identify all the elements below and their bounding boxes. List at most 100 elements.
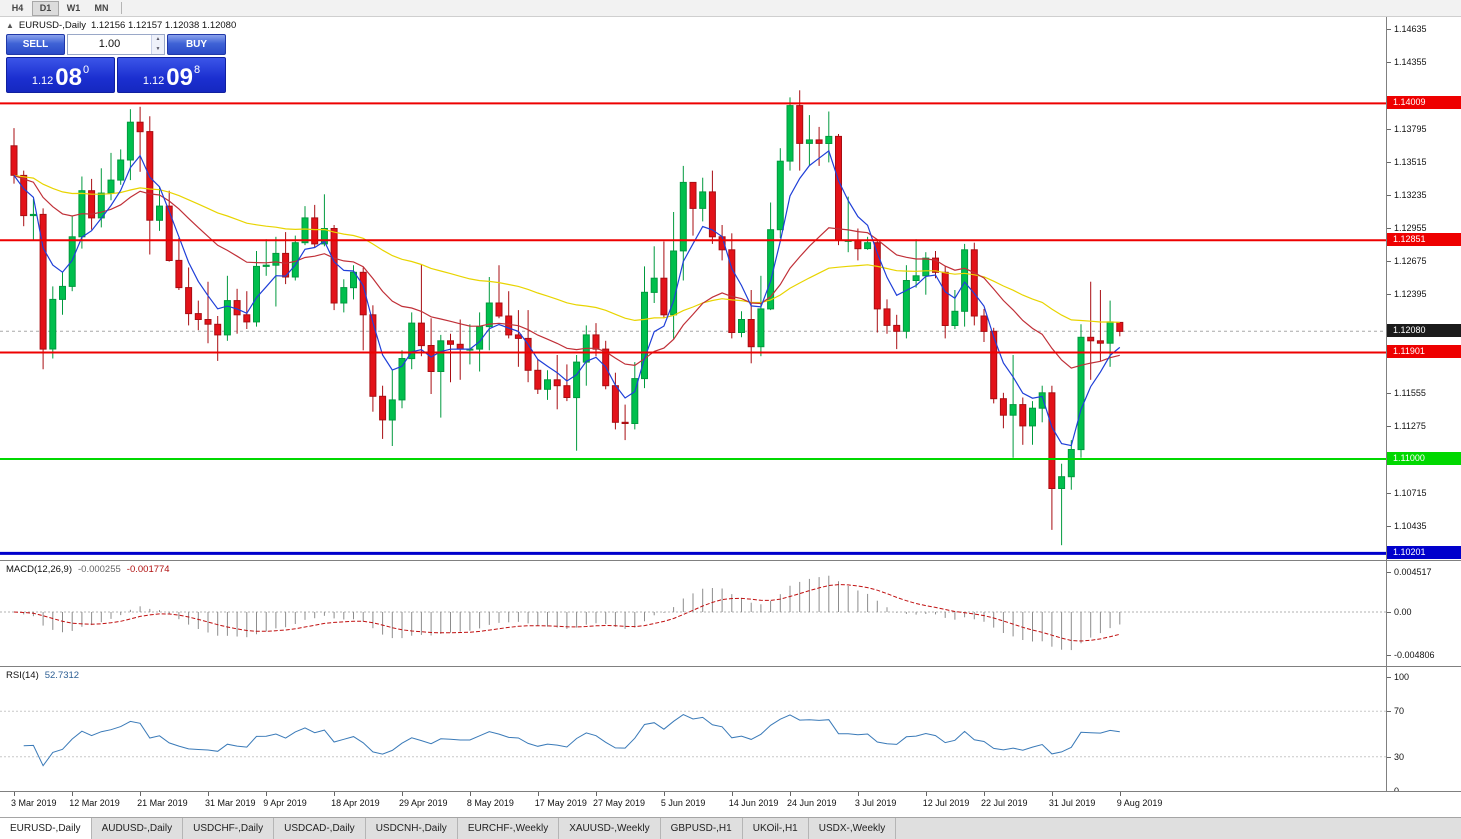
level-price-badge: 1.11000 xyxy=(1387,451,1461,465)
time-axis-label: 31 Mar 2019 xyxy=(205,798,256,808)
time-axis-label: 24 Jun 2019 xyxy=(787,798,837,808)
macd-axis-tick: -0.004806 xyxy=(1387,650,1435,660)
time-axis-tick xyxy=(14,792,15,796)
time-axis-label: 29 Apr 2019 xyxy=(399,798,448,808)
volume-input[interactable]: 1.00 ▲ ▼ xyxy=(67,34,165,55)
time-axis-label: 9 Apr 2019 xyxy=(263,798,307,808)
price-axis-tick: 1.12395 xyxy=(1387,289,1427,299)
volume-decrease-button[interactable]: ▼ xyxy=(152,44,164,54)
price-axis-tick: 1.12955 xyxy=(1387,223,1427,233)
price-axis-tick: 1.14635 xyxy=(1387,24,1427,34)
timeframe-button-d1[interactable]: D1 xyxy=(32,0,59,16)
current-price-badge: 1.12080 xyxy=(1387,324,1461,338)
chart-tab-eurchf-weekly[interactable]: EURCHF-,Weekly xyxy=(457,818,560,839)
candlestick-series xyxy=(10,90,1124,546)
macd-name: MACD(12,26,9) xyxy=(6,564,72,575)
time-axis-tick xyxy=(925,792,927,796)
rsi-axis-tick: 30 xyxy=(1387,752,1404,762)
rsi-header: RSI(14) 52.7312 xyxy=(6,670,79,681)
ma-55-line xyxy=(13,174,1120,323)
time-axis-label: 3 Jul 2019 xyxy=(854,798,897,808)
time-axis-label: 5 Jun 2019 xyxy=(660,798,706,808)
price-axis-tick: 1.10715 xyxy=(1387,488,1427,498)
time-axis-label: 22 Jul 2019 xyxy=(981,798,1028,808)
time-axis-tick xyxy=(984,792,985,796)
time-axis-tick xyxy=(402,792,403,796)
price-chart-panel[interactable]: ▲ EURUSD-,Daily 1.12156 1.12157 1.12038 … xyxy=(0,17,1461,560)
price-axis[interactable]: 1.14635 1.14355 1.13795 1.13515 1.13235 1.129… xyxy=(1386,17,1461,560)
one-click-trading-panel: SELL 1.00 ▲ ▼ BUY 1.12 08 0 1.12 xyxy=(6,34,226,93)
price-axis-tick: 1.13795 xyxy=(1387,124,1427,134)
time-axis-label: 31 Jul 2019 xyxy=(1048,798,1096,808)
sell-price-pipette: 0 xyxy=(83,64,90,76)
timeframe-button-mn[interactable]: MN xyxy=(88,1,115,16)
macd-canvas xyxy=(0,575,1386,651)
time-axis-label: 17 May 2019 xyxy=(534,798,587,808)
time-axis-tick xyxy=(663,792,665,796)
time-axis-label: 21 Mar 2019 xyxy=(137,798,188,808)
chart-header: ▲ EURUSD-,Daily 1.12156 1.12157 1.12038 … xyxy=(6,20,236,31)
rsi-axis: 10070300 xyxy=(1386,667,1461,796)
macd-main-value: -0.000255 xyxy=(78,564,121,575)
chart-tab-gbpusd-h1[interactable]: GBPUSD-,H1 xyxy=(660,818,743,839)
time-axis-tick xyxy=(334,792,336,796)
chart-tab-usdcad-daily[interactable]: USDCAD-,Daily xyxy=(274,818,366,839)
chart-title: EURUSD-,Daily xyxy=(18,20,86,31)
time-axis[interactable]: 3 Mar 2019 12 Mar 2019 21 Mar 2019 31 Mar 2… xyxy=(0,791,1461,817)
chart-ohlc-values: 1.12156 1.12157 1.12038 1.12080 xyxy=(90,20,237,31)
macd-signal-line xyxy=(13,584,1120,642)
chart-tab-ukoil-h1[interactable]: UKOil-,H1 xyxy=(742,818,809,839)
time-axis-tick xyxy=(731,792,733,796)
time-axis-tick xyxy=(790,792,791,796)
time-axis-label: 3 Mar 2019 xyxy=(11,798,57,808)
macd-axis-tick: 0.004517 xyxy=(1387,567,1432,577)
chart-tab-eurusd-daily[interactable]: EURUSD-,Daily xyxy=(0,818,92,839)
chart-tab-audusd-daily[interactable]: AUDUSD-,Daily xyxy=(91,818,184,839)
price-chart-canvas[interactable] xyxy=(0,17,1386,560)
sell-price-big-digits: 08 xyxy=(55,64,82,91)
ma-21-line xyxy=(13,174,1120,369)
level-price-badge: 1.12851 xyxy=(1387,233,1461,247)
rsi-axis-tick: 100 xyxy=(1387,672,1409,682)
time-axis-tick xyxy=(537,792,539,796)
one-click-collapse-button[interactable]: ▲ xyxy=(6,21,14,30)
rsi-indicator-panel[interactable]: RSI(14) 52.7312 10070300 xyxy=(0,666,1461,796)
chart-tab-usdx-weekly[interactable]: USDX-,Weekly xyxy=(808,818,897,839)
timeframe-button-h4[interactable]: H4 xyxy=(4,1,31,16)
price-axis-tick: 1.12675 xyxy=(1387,256,1427,266)
macd-axis: 0.004517 0.00 -0.004806 xyxy=(1386,561,1461,666)
time-axis-tick xyxy=(1119,792,1121,796)
buy-price-display[interactable]: 1.12 09 8 xyxy=(117,57,226,93)
buy-button[interactable]: BUY xyxy=(167,34,226,55)
rsi-canvas xyxy=(0,710,1386,767)
time-axis-label: 12 Jul 2019 xyxy=(922,798,970,808)
toolbar-separator xyxy=(121,2,122,14)
macd-indicator-panel[interactable]: MACD(12,26,9) -0.000255 -0.001774 0.0045… xyxy=(0,560,1461,666)
time-axis-label: 9 Aug 2019 xyxy=(1116,798,1163,808)
chart-tab-usdcnh-daily[interactable]: USDCNH-,Daily xyxy=(365,818,458,839)
time-axis-tick xyxy=(1051,792,1053,796)
timeframe-button-w1[interactable]: W1 xyxy=(60,1,87,16)
volume-value[interactable]: 1.00 xyxy=(98,38,121,50)
chart-tab-usdchf-daily[interactable]: USDCHF-,Daily xyxy=(183,818,275,839)
time-axis-tick xyxy=(208,792,209,796)
price-axis-tick: 1.14355 xyxy=(1387,57,1427,67)
rsi-value: 52.7312 xyxy=(44,670,80,681)
sell-price-prefix: 1.12 xyxy=(31,75,54,87)
time-axis-label: 14 Jun 2019 xyxy=(728,798,779,808)
level-price-badge: 1.11901 xyxy=(1387,345,1461,359)
time-axis-tick xyxy=(140,792,142,796)
price-axis-tick: 1.13515 xyxy=(1387,157,1427,167)
level-price-badge: 1.10201 xyxy=(1387,546,1461,560)
chart-tab-xauusd-weekly[interactable]: XAUUSD-,Weekly xyxy=(559,818,661,839)
ma-5-line xyxy=(13,149,1121,447)
buy-price-pipette: 8 xyxy=(194,64,201,76)
time-axis-label: 8 May 2019 xyxy=(466,798,514,808)
time-axis-label: 27 May 2019 xyxy=(593,798,646,808)
buy-price-prefix: 1.12 xyxy=(142,75,165,87)
sell-button[interactable]: SELL xyxy=(6,34,65,55)
price-axis-tick: 1.11555 xyxy=(1387,388,1426,398)
volume-increase-button[interactable]: ▲ xyxy=(152,35,164,45)
sell-price-display[interactable]: 1.12 08 0 xyxy=(6,57,115,93)
volume-spinner: ▲ ▼ xyxy=(151,35,164,54)
